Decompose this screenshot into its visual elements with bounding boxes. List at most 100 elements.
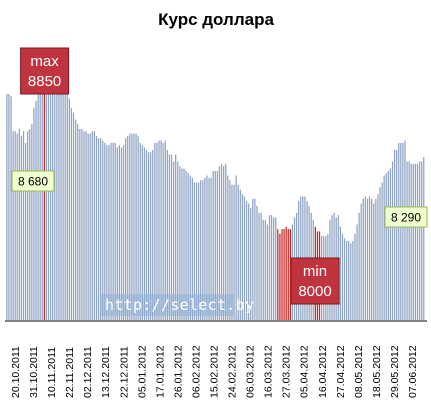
bar [421, 161, 423, 320]
bar [116, 147, 118, 320]
bar [129, 133, 131, 320]
last-value-label: 8 290 [391, 211, 421, 225]
x-tick-label: 16.04.2012 [317, 345, 329, 398]
bar [345, 240, 348, 320]
bar [285, 226, 287, 320]
bar [39, 84, 41, 320]
bar [379, 187, 381, 320]
first-value-box-bg [11, 170, 55, 192]
bar [89, 133, 91, 320]
bar [233, 184, 235, 320]
bar [352, 240, 354, 320]
bar [387, 170, 389, 320]
bar [250, 208, 252, 320]
bar [187, 173, 189, 320]
bar [166, 149, 168, 320]
bar [108, 145, 110, 320]
bar [279, 233, 281, 320]
bar [371, 198, 373, 320]
bar [343, 238, 346, 320]
bar [52, 84, 54, 320]
x-tick-label: 06.02.2012 [191, 345, 203, 398]
bar [204, 177, 206, 320]
bar [120, 147, 123, 320]
bar [373, 203, 375, 320]
bar [368, 196, 371, 320]
bar [341, 233, 344, 320]
first-value-label: 8 680 [18, 175, 48, 189]
bar [402, 142, 404, 320]
bar [156, 142, 158, 320]
bar [356, 224, 358, 320]
x-tick-label: 24.02.2012 [227, 345, 239, 398]
bar [133, 133, 135, 320]
bar [97, 138, 100, 320]
x-tick-label: 08.05.2012 [353, 345, 365, 398]
bar [14, 131, 16, 320]
x-tick-label: 06.03.2012 [245, 345, 257, 398]
x-tick-label: 27.03.2012 [281, 345, 293, 398]
chart-annotations: max 8850 min 8000 8 680 8 290 [11, 47, 428, 305]
bar [179, 166, 181, 320]
bar [127, 135, 129, 320]
bar [389, 168, 392, 320]
bar [262, 219, 264, 320]
bar [260, 212, 262, 320]
bar [197, 182, 200, 320]
bar [49, 91, 52, 320]
bar [406, 161, 408, 320]
bar [252, 198, 254, 320]
bar [81, 128, 83, 320]
bar [375, 198, 377, 320]
bar [131, 133, 133, 320]
bar [214, 170, 216, 320]
bar [181, 168, 183, 320]
bar [93, 131, 96, 320]
bar [350, 243, 352, 320]
bar [218, 166, 221, 320]
bar [358, 212, 360, 320]
bar [416, 163, 419, 320]
bar [47, 89, 50, 320]
bar [162, 142, 164, 320]
x-tick-label: 05.04.2012 [299, 345, 311, 398]
bar [220, 163, 223, 320]
bar [20, 135, 23, 320]
bar [185, 170, 187, 320]
bar [239, 189, 241, 320]
min-callout: min 8000 [290, 257, 340, 305]
bar [281, 229, 283, 320]
bar [160, 140, 162, 320]
bar [381, 182, 383, 320]
bar [58, 89, 60, 320]
x-tick-label: 18.05.2012 [371, 345, 383, 398]
watermark: http://select.by [100, 294, 254, 316]
x-tick-label: 02.12.2011 [82, 346, 94, 398]
min-value: 8000 [298, 283, 331, 300]
bar [72, 112, 75, 320]
bar [45, 89, 48, 320]
bar [75, 119, 77, 320]
bar [114, 142, 116, 320]
bar [245, 201, 248, 320]
min-label: min [303, 263, 327, 280]
x-tick-label: 10.11.2011 [46, 347, 58, 398]
bar [139, 142, 141, 320]
bar [183, 168, 185, 320]
bar [273, 217, 275, 320]
bar [208, 177, 210, 320]
bar [275, 217, 277, 320]
bar [170, 154, 173, 320]
bar [227, 175, 229, 320]
bar [423, 156, 425, 320]
bar [31, 124, 33, 320]
bar [100, 138, 102, 320]
bar [410, 163, 412, 320]
bar [56, 87, 58, 320]
bar [137, 135, 139, 320]
bar [270, 215, 273, 320]
bar [79, 128, 81, 320]
max-label: max [30, 53, 59, 70]
bar [206, 175, 208, 320]
bar [396, 149, 398, 320]
